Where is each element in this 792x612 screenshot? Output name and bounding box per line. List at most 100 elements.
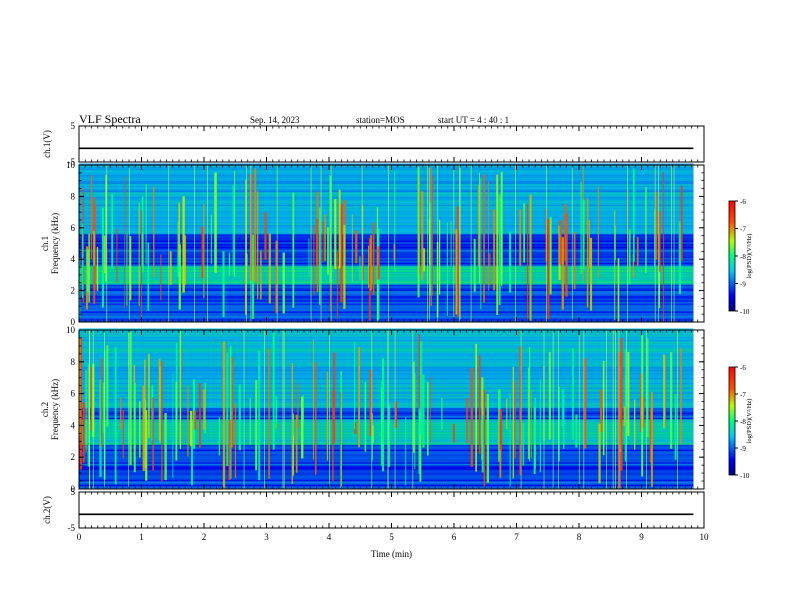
frequency-band bbox=[79, 363, 694, 366]
y-tick-label: 0 bbox=[71, 317, 76, 327]
frequency-band bbox=[79, 390, 694, 393]
frequency-band bbox=[79, 395, 694, 398]
frequency-band bbox=[79, 221, 694, 224]
frequency-band bbox=[79, 347, 694, 350]
frequency-band bbox=[79, 407, 694, 410]
x-tick-label: 8 bbox=[577, 532, 582, 542]
frequency-band bbox=[79, 369, 694, 372]
frequency-band bbox=[79, 364, 694, 367]
date-label: Sep. 14, 2023 bbox=[250, 115, 300, 125]
frequency-band bbox=[79, 171, 694, 174]
colorbar-tick-label: -10 bbox=[740, 472, 750, 480]
frequency-band bbox=[79, 481, 694, 483]
colorbar-label: log(PSD)(V²/Hz) bbox=[746, 234, 753, 279]
frequency-band bbox=[79, 295, 694, 298]
y-tick-label: 4 bbox=[71, 254, 76, 264]
frequency-band bbox=[79, 273, 694, 276]
frequency-band bbox=[79, 477, 694, 480]
frequency-band bbox=[79, 318, 694, 321]
colorbar-tick-label: -7 bbox=[740, 391, 746, 399]
frequency-band bbox=[79, 251, 694, 254]
frequency-band bbox=[79, 248, 694, 251]
frequency-band bbox=[79, 207, 694, 210]
frequency-band bbox=[79, 208, 694, 211]
frequency-band bbox=[79, 484, 694, 487]
frequency-band bbox=[79, 487, 694, 490]
y-axis-label: ch.1Frequency (kHz) bbox=[40, 213, 60, 274]
frequency-band bbox=[79, 262, 694, 265]
frequency-band bbox=[79, 317, 694, 320]
frequency-band bbox=[79, 353, 694, 356]
frequency-band bbox=[79, 401, 694, 404]
y-tick-label: 0 bbox=[71, 484, 76, 494]
frequency-band bbox=[79, 312, 694, 315]
frequency-band bbox=[79, 190, 694, 192]
x-tick-label: 4 bbox=[327, 532, 332, 542]
frequency-band bbox=[79, 392, 694, 394]
frequency-band bbox=[79, 232, 694, 235]
frequency-band bbox=[79, 374, 694, 377]
frequency-band bbox=[79, 388, 694, 391]
y-tick-label: 8 bbox=[71, 357, 76, 367]
frequency-band bbox=[79, 360, 694, 363]
frequency-band bbox=[79, 243, 694, 246]
y-tick-label: 5 bbox=[71, 487, 76, 497]
frequency-band bbox=[79, 289, 694, 291]
frequency-band bbox=[79, 185, 694, 188]
frequency-band bbox=[79, 238, 694, 241]
colorbar-tick-label: -9 bbox=[740, 445, 746, 453]
frequency-band bbox=[79, 194, 694, 197]
start-time-label: start UT = 4 : 40 : 1 bbox=[438, 115, 510, 125]
frequency-band bbox=[79, 249, 694, 252]
frequency-band bbox=[79, 471, 694, 474]
frequency-band bbox=[79, 315, 694, 318]
frequency-band bbox=[79, 293, 694, 296]
y-tick-label: 5 bbox=[71, 121, 76, 131]
colorbar-tick-label: -8 bbox=[740, 253, 746, 261]
frequency-band bbox=[79, 177, 694, 180]
frequency-band bbox=[79, 465, 694, 468]
frequency-band bbox=[79, 212, 694, 214]
y-tick-label: 2 bbox=[71, 286, 76, 296]
frequency-band bbox=[79, 342, 694, 345]
frequency-band bbox=[79, 345, 694, 348]
colorbar-tick-label: -9 bbox=[740, 281, 746, 289]
frequency-band bbox=[79, 300, 694, 302]
frequency-band bbox=[79, 218, 694, 221]
x-tick-label: 7 bbox=[514, 532, 519, 542]
frequency-band bbox=[79, 328, 694, 331]
frequency-band bbox=[79, 197, 694, 200]
frequency-band bbox=[79, 457, 694, 460]
frequency-band bbox=[79, 281, 694, 284]
frequency-band bbox=[79, 479, 694, 482]
frequency-band bbox=[79, 290, 694, 293]
frequency-band bbox=[79, 339, 694, 342]
frequency-band bbox=[79, 461, 694, 464]
frequency-band bbox=[79, 434, 694, 437]
frequency-band bbox=[79, 270, 694, 273]
frequency-band bbox=[79, 449, 694, 452]
frequency-band bbox=[79, 307, 694, 310]
colorbar bbox=[728, 200, 736, 312]
frequency-band bbox=[79, 420, 694, 423]
frequency-band bbox=[79, 460, 694, 463]
frequency-band bbox=[79, 210, 694, 213]
colorbar-tick-label: -10 bbox=[740, 308, 750, 316]
frequency-band bbox=[79, 219, 694, 222]
frequency-band bbox=[79, 224, 694, 227]
frequency-band bbox=[79, 436, 694, 439]
station-label: station=MOS bbox=[356, 115, 405, 125]
y-tick-label: 10 bbox=[66, 160, 76, 170]
frequency-band bbox=[79, 379, 694, 382]
frequency-band bbox=[79, 417, 694, 420]
frequency-band bbox=[79, 333, 694, 336]
frequency-band bbox=[79, 371, 694, 374]
frequency-band bbox=[79, 314, 694, 317]
frequency-band bbox=[79, 399, 694, 402]
frequency-band bbox=[79, 175, 694, 178]
frequency-band bbox=[79, 411, 694, 413]
frequency-band bbox=[79, 234, 694, 236]
frequency-band bbox=[79, 216, 694, 219]
frequency-band bbox=[79, 201, 694, 203]
y-tick-label: 4 bbox=[71, 420, 76, 430]
